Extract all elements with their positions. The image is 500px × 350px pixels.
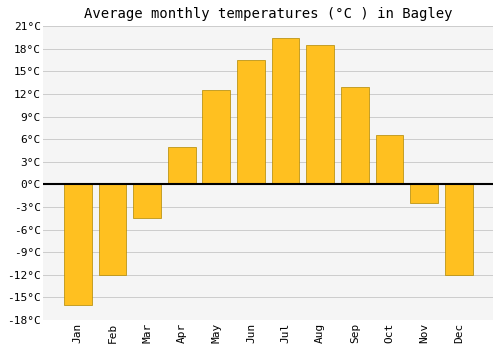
Bar — [202, 90, 230, 184]
Bar — [376, 135, 404, 184]
Bar — [445, 184, 472, 275]
Bar — [98, 184, 126, 275]
Bar — [237, 60, 265, 184]
Bar — [64, 184, 92, 305]
Bar — [306, 45, 334, 184]
Bar — [272, 37, 299, 184]
Bar — [133, 184, 161, 218]
Bar — [341, 86, 368, 184]
Bar — [168, 147, 196, 184]
Title: Average monthly temperatures (°C ) in Bagley: Average monthly temperatures (°C ) in Ba… — [84, 7, 452, 21]
Bar — [410, 184, 438, 203]
